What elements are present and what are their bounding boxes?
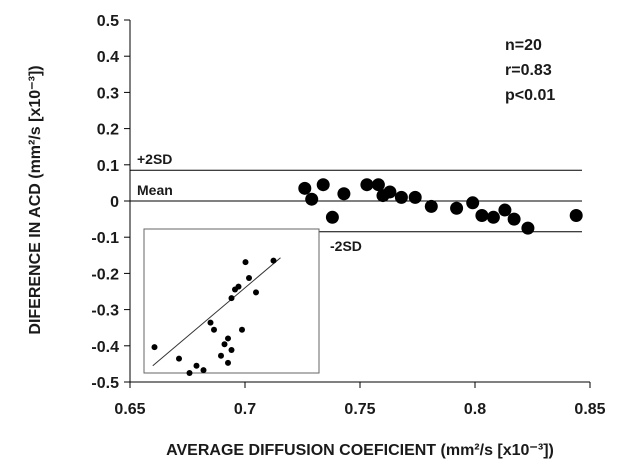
- y-tick-label: -0.5: [91, 375, 119, 392]
- y-tick-label: -0.1: [91, 230, 119, 247]
- inset-data-point: [221, 341, 228, 348]
- x-tick-label: 0.7: [234, 401, 256, 418]
- data-point: [394, 190, 408, 204]
- inset-data-point: [200, 367, 207, 374]
- data-point: [298, 181, 312, 195]
- y-tick-label: 0.3: [97, 85, 119, 102]
- reference-lines: +2SD Mean -2SD: [130, 151, 582, 254]
- reference-line-label: +2SD: [137, 151, 172, 167]
- data-point: [507, 212, 521, 226]
- x-ticks: 0.65 0.7 0.75 0.8 0.85: [114, 382, 606, 418]
- data-point: [486, 210, 500, 224]
- inset-data-point: [270, 257, 277, 264]
- y-tick-label: 0.2: [97, 122, 119, 139]
- inset-data-point: [246, 274, 252, 281]
- inset-data-point: [207, 319, 214, 326]
- stat-r: r=0.83: [505, 62, 552, 79]
- data-point: [466, 196, 480, 210]
- inset-data-point: [228, 295, 235, 302]
- y-ticks: 0.5 0.4 0.3 0.2 0.1 0 -0.1 -0.2 -0.3 -0.4 -0.5: [91, 13, 130, 392]
- data-point: [337, 187, 351, 201]
- x-tick-label: 0.8: [464, 401, 486, 418]
- data-point: [325, 210, 339, 224]
- x-tick-label: 0.85: [574, 401, 605, 418]
- data-point: [305, 192, 319, 206]
- data-point: [450, 201, 464, 215]
- inset-data-point: [239, 326, 245, 333]
- inset-data-point: [211, 326, 217, 333]
- data-point: [371, 178, 385, 192]
- inset-data-point: [225, 335, 231, 342]
- data-point: [424, 199, 438, 213]
- y-axis-title: DIFERENCE IN ACD (mm²/s [x10⁻³]): [27, 65, 44, 334]
- inset-data-point: [218, 352, 224, 359]
- inset-fit-line: [152, 257, 281, 367]
- stat-n: n=20: [505, 37, 542, 54]
- y-tick-label: 0.5: [97, 13, 119, 30]
- inset-data-point: [225, 359, 231, 366]
- data-points: [298, 178, 583, 235]
- inset-data-point: [235, 283, 242, 290]
- data-point: [408, 190, 422, 204]
- data-point: [360, 178, 374, 192]
- reference-line-label: -2SD: [330, 238, 362, 254]
- y-tick-label: -0.4: [91, 339, 119, 356]
- reference-line-label: Mean: [137, 182, 173, 198]
- data-point: [316, 178, 330, 192]
- inset-data-point: [228, 346, 235, 353]
- data-point: [569, 208, 583, 222]
- y-tick-label: -0.2: [91, 266, 119, 283]
- y-tick-label: 0.1: [97, 158, 119, 175]
- inset-data-point: [242, 259, 249, 266]
- x-tick-label: 0.75: [344, 401, 375, 418]
- inset-data-point: [193, 362, 200, 369]
- y-tick-label: 0: [110, 194, 119, 211]
- inset-data-point: [186, 370, 193, 376]
- data-point: [383, 185, 397, 199]
- x-axis-title: AVERAGE DIFFUSION COEFICIENT (mm²/s [x10…: [166, 442, 554, 459]
- data-point: [498, 203, 512, 217]
- x-tick-label: 0.65: [114, 401, 145, 418]
- data-point: [475, 208, 489, 222]
- stat-p: p<0.01: [505, 87, 555, 104]
- inset-data-point: [151, 344, 158, 351]
- inset-data-point: [176, 355, 182, 362]
- y-tick-label: 0.4: [97, 49, 119, 66]
- inset-chart: [143, 228, 320, 376]
- y-tick-label: -0.3: [91, 303, 119, 320]
- inset-data-point: [253, 289, 259, 296]
- data-point: [521, 221, 535, 235]
